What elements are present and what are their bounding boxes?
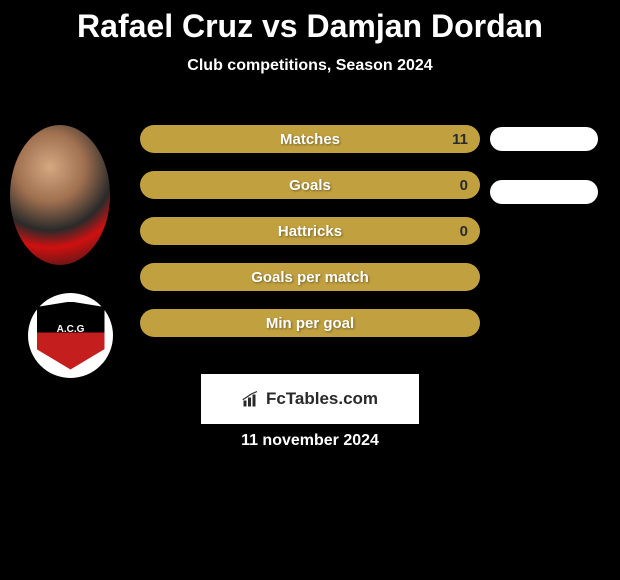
team-badge-text: A.C.G [57, 324, 85, 335]
chart-bar-icon [242, 390, 260, 408]
team-badge-shield: A.C.G [37, 302, 105, 370]
stats-container: Matches 11 Goals 0 Hattricks 0 Goals per… [140, 125, 480, 355]
stat-row-hattricks: Hattricks 0 [140, 217, 480, 245]
stat-row-min-per-goal: Min per goal [140, 309, 480, 337]
stat-value: 0 [460, 177, 468, 194]
stat-row-goals-per-match: Goals per match [140, 263, 480, 291]
stat-row-matches: Matches 11 [140, 125, 480, 153]
stat-label: Goals [152, 177, 468, 194]
player-avatar [10, 125, 110, 265]
stat-label: Goals per match [152, 269, 468, 286]
opponent-pill-matches [490, 127, 598, 151]
brand-name: FcTables.com [266, 389, 378, 409]
stat-label: Matches [152, 131, 468, 148]
stat-value: 11 [452, 131, 468, 148]
stat-label: Hattricks [152, 223, 468, 240]
stat-label: Min per goal [152, 315, 468, 332]
page-title: Rafael Cruz vs Damjan Dordan [0, 0, 620, 45]
stat-value: 0 [460, 223, 468, 240]
stat-row-goals: Goals 0 [140, 171, 480, 199]
brand-box[interactable]: FcTables.com [201, 374, 419, 424]
opponent-pill-goals [490, 180, 598, 204]
footer-date: 11 november 2024 [0, 432, 620, 450]
page-subtitle: Club competitions, Season 2024 [0, 57, 620, 75]
team-badge: A.C.G [28, 293, 113, 378]
